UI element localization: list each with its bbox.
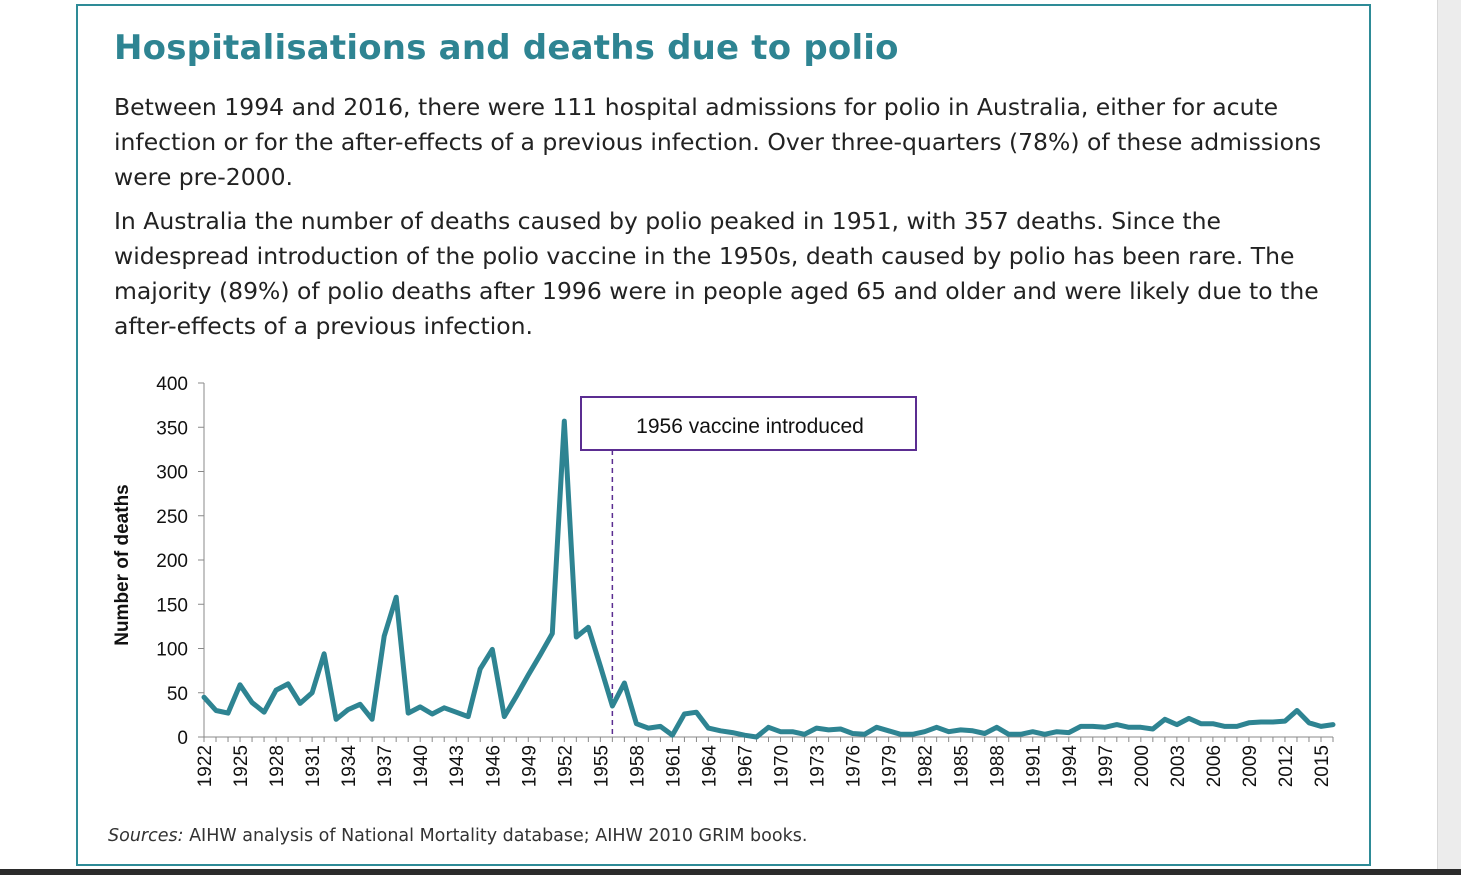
- bottom-edge-bar: [0, 869, 1461, 875]
- infographic-panel: Hospitalisations and deaths due to polio…: [76, 4, 1371, 866]
- page-title: Hospitalisations and deaths due to polio: [114, 28, 899, 68]
- source-note: Sources: AIHW analysis of National Morta…: [108, 826, 807, 846]
- source-text: AIHW analysis of National Mortality data…: [183, 826, 808, 846]
- source-label: Sources:: [108, 826, 184, 846]
- scrollbar-gutter[interactable]: [1437, 0, 1461, 875]
- paragraph-deaths: In Australia the number of deaths caused…: [114, 207, 1319, 340]
- paragraph-admissions: Between 1994 and 2016, there were 111 ho…: [114, 93, 1322, 191]
